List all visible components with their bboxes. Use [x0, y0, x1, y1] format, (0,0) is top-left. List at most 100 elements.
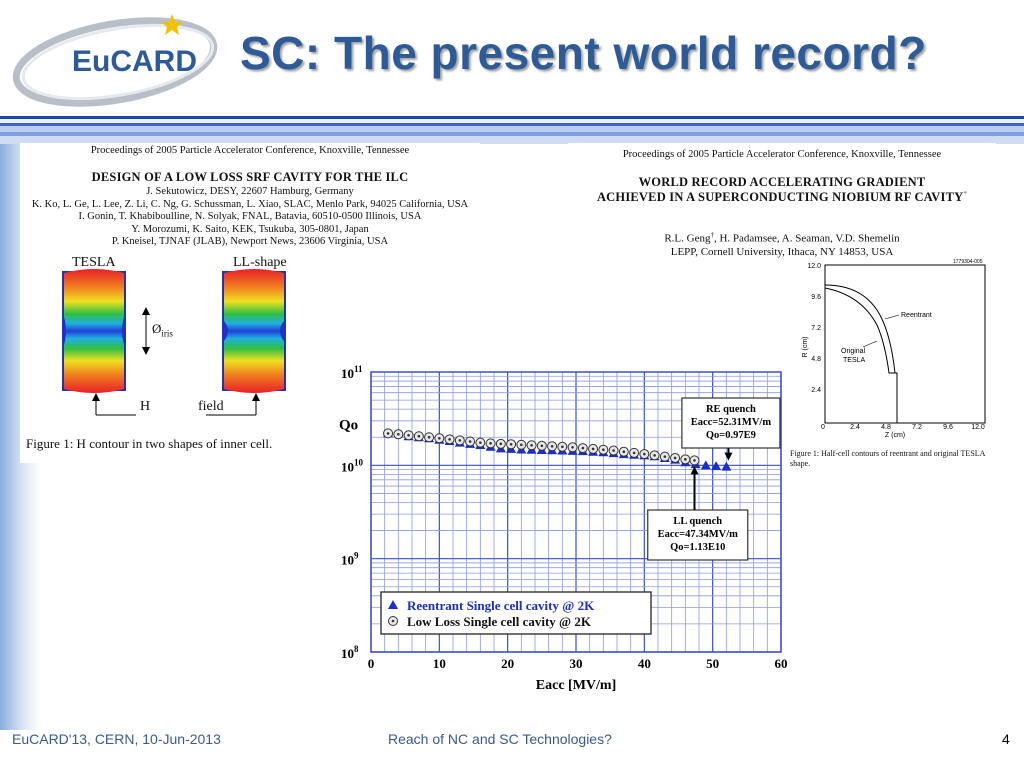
- header-band: [0, 116, 1024, 144]
- x-tick-label: 0: [368, 656, 375, 671]
- z-tick: 4.8: [881, 424, 891, 431]
- footer-event: EuCARD'13, CERN, 10-Jun-2013: [12, 731, 221, 747]
- annotation-box: [647, 509, 749, 561]
- annotation-text: RE quench: [706, 404, 756, 415]
- annotation-text: LL quench: [673, 516, 722, 527]
- data-point-low-loss-dot: [550, 444, 554, 448]
- data-point-low-loss-dot: [673, 456, 677, 460]
- tesla-curve: [824, 287, 897, 374]
- z-tick: 9.6: [943, 424, 953, 431]
- r-axis-label: R (cm): [802, 337, 809, 358]
- reentrant-label: Reentrant: [901, 312, 932, 319]
- reentrant-curve: [824, 284, 898, 423]
- tesla-label: TESLA: [72, 255, 116, 270]
- data-point-low-loss-dot: [479, 441, 482, 444]
- page-title: SC: The present world record?: [240, 27, 927, 79]
- data-point-low-loss-dot: [438, 436, 441, 440]
- data-point-low-loss-dot: [561, 445, 564, 449]
- x-tick-label: 50: [706, 656, 719, 671]
- figure-caption: Figure 1: H contour in two shapes of inn…: [26, 436, 273, 451]
- annotation-arrowhead: [690, 466, 699, 475]
- annotation-box: [681, 397, 781, 449]
- z-axis-label: Z (cm): [885, 432, 905, 439]
- figure-caption: Figure 1: Half-cell contours of reentran…: [790, 449, 985, 468]
- y-tick-label: 109: [341, 551, 359, 568]
- proceedings-line: Proceedings of 2005 Particle Accelerator…: [90, 145, 410, 156]
- figure-tag: 1779304-005: [953, 259, 983, 265]
- eucard-logo: EuCARD: [12, 14, 218, 107]
- annotation-arrowhead: [724, 452, 733, 461]
- data-point-low-loss-dot: [458, 439, 462, 442]
- data-point-low-loss-dot: [632, 451, 636, 455]
- author-line: P. Kneisel, TJNAF (JLAB), Newport News, …: [111, 236, 389, 247]
- h-label: H: [140, 399, 151, 414]
- data-point-reentrant: [721, 461, 732, 471]
- legend-label: Low Loss Single cell cavity @ 2K: [407, 614, 592, 629]
- z-tick: 12.0: [971, 424, 985, 431]
- data-point-low-loss-dot: [591, 447, 595, 451]
- data-point-low-loss-dot: [571, 446, 574, 449]
- legend-marker-reentrant: [388, 600, 398, 609]
- data-point-low-loss-dot: [622, 450, 626, 453]
- data-point-low-loss-dot: [499, 442, 503, 446]
- original-label: Original: [841, 348, 866, 355]
- field-label: field: [198, 399, 224, 414]
- paper-title: WORLD RECORD ACCELERATING GRADIENT ACHIE…: [596, 175, 968, 205]
- r-tick: 9.6: [811, 294, 821, 301]
- author-line: I. Gonin, T. Khabiboulline, N. Solyak, F…: [78, 211, 422, 222]
- page-number: 4: [1002, 731, 1010, 747]
- data-point-low-loss-dot: [602, 448, 605, 452]
- data-point-low-loss-dot: [663, 455, 667, 458]
- author-line: Y. Morozumi, K. Saito, KEK, Tsukuba, 305…: [131, 223, 369, 235]
- tesla-shape-label: TESLA: [843, 357, 866, 364]
- y-tick-label: 108: [341, 644, 359, 661]
- data-point-low-loss-dot: [468, 440, 472, 443]
- proceedings-line: Proceedings of 2005 Particle Accelerator…: [622, 149, 942, 160]
- legend-marker-low-loss-dot: [391, 619, 395, 623]
- data-point-low-loss-dot: [407, 433, 410, 437]
- data-point-low-loss-dot: [509, 443, 513, 446]
- data-point-reentrant: [700, 460, 711, 470]
- footer-topic: Reach of NC and SC Technologies?: [388, 731, 612, 747]
- x-tick-label: 20: [501, 656, 514, 671]
- data-point-low-loss-dot: [653, 454, 656, 457]
- paper-title: DESIGN OF A LOW LOSS SRF CAVITY FOR THE …: [91, 170, 409, 184]
- plot-frame: [370, 371, 782, 653]
- data-point-low-loss-dot: [448, 438, 451, 441]
- author-line: J. Sekutowicz, DESY, 22607 Hamburg, Germ…: [146, 186, 354, 197]
- x-tick-label: 40: [638, 656, 651, 671]
- data-point-low-loss-dot: [489, 442, 492, 445]
- data-point-low-loss-dot: [397, 433, 400, 436]
- legend-label: Reentrant Single cell cavity @ 2K: [407, 598, 595, 613]
- x-tick-label: 30: [570, 656, 583, 671]
- author-line: K. Ko, L. Ge, L. Lee, Z. Li, C. Ng, G. S…: [31, 198, 469, 210]
- y-axis-label: Qo: [339, 417, 358, 433]
- data-point-low-loss-dot: [693, 459, 696, 462]
- data-point-low-loss-dot: [643, 452, 646, 456]
- data-point-low-loss-dot: [581, 446, 585, 450]
- x-tick-label: 10: [433, 656, 446, 671]
- data-point-low-loss-dot: [386, 432, 390, 435]
- ll-shape-label: LL-shape: [233, 255, 287, 270]
- data-point-low-loss-dot: [530, 443, 533, 447]
- x-tick-label: 60: [775, 656, 788, 671]
- author-list: J. Sekutowicz, DESY, 22607 Hamburg, Germ…: [20, 186, 480, 249]
- data-point-low-loss-dot: [612, 449, 615, 452]
- z-tick: 7.2: [912, 424, 922, 431]
- z-tick: 0: [821, 424, 825, 431]
- r-tick: 2.4: [811, 387, 821, 394]
- qo-vs-eacc-chart: 0 10 20 30 40 50 60 108 109 1010 1011 Eacc [MV/m] Qo…: [339, 364, 788, 693]
- h-contour-figure: [62, 269, 286, 421]
- r-tick: 4.8: [811, 356, 821, 363]
- logo-text: EuCARD: [72, 45, 197, 78]
- legend-box: [380, 591, 652, 635]
- data-point-low-loss-dot: [684, 458, 687, 461]
- iris-label: Øiris: [152, 321, 173, 339]
- r-tick: 12.0: [807, 263, 821, 270]
- x-axis-label: Eacc [MV/m]: [536, 678, 616, 693]
- r-tick: 7.2: [811, 325, 821, 332]
- half-cell-contour-plot: 1779304-005 12.0 9.6 7.2 4.8 2.4 0 2.4 4…: [802, 259, 986, 439]
- z-tick: 2.4: [850, 424, 860, 431]
- y-tick-label: 1011: [341, 364, 363, 381]
- author-list: R.L. Geng†, H. Padamsee, A. Seaman, V.D.…: [664, 231, 900, 258]
